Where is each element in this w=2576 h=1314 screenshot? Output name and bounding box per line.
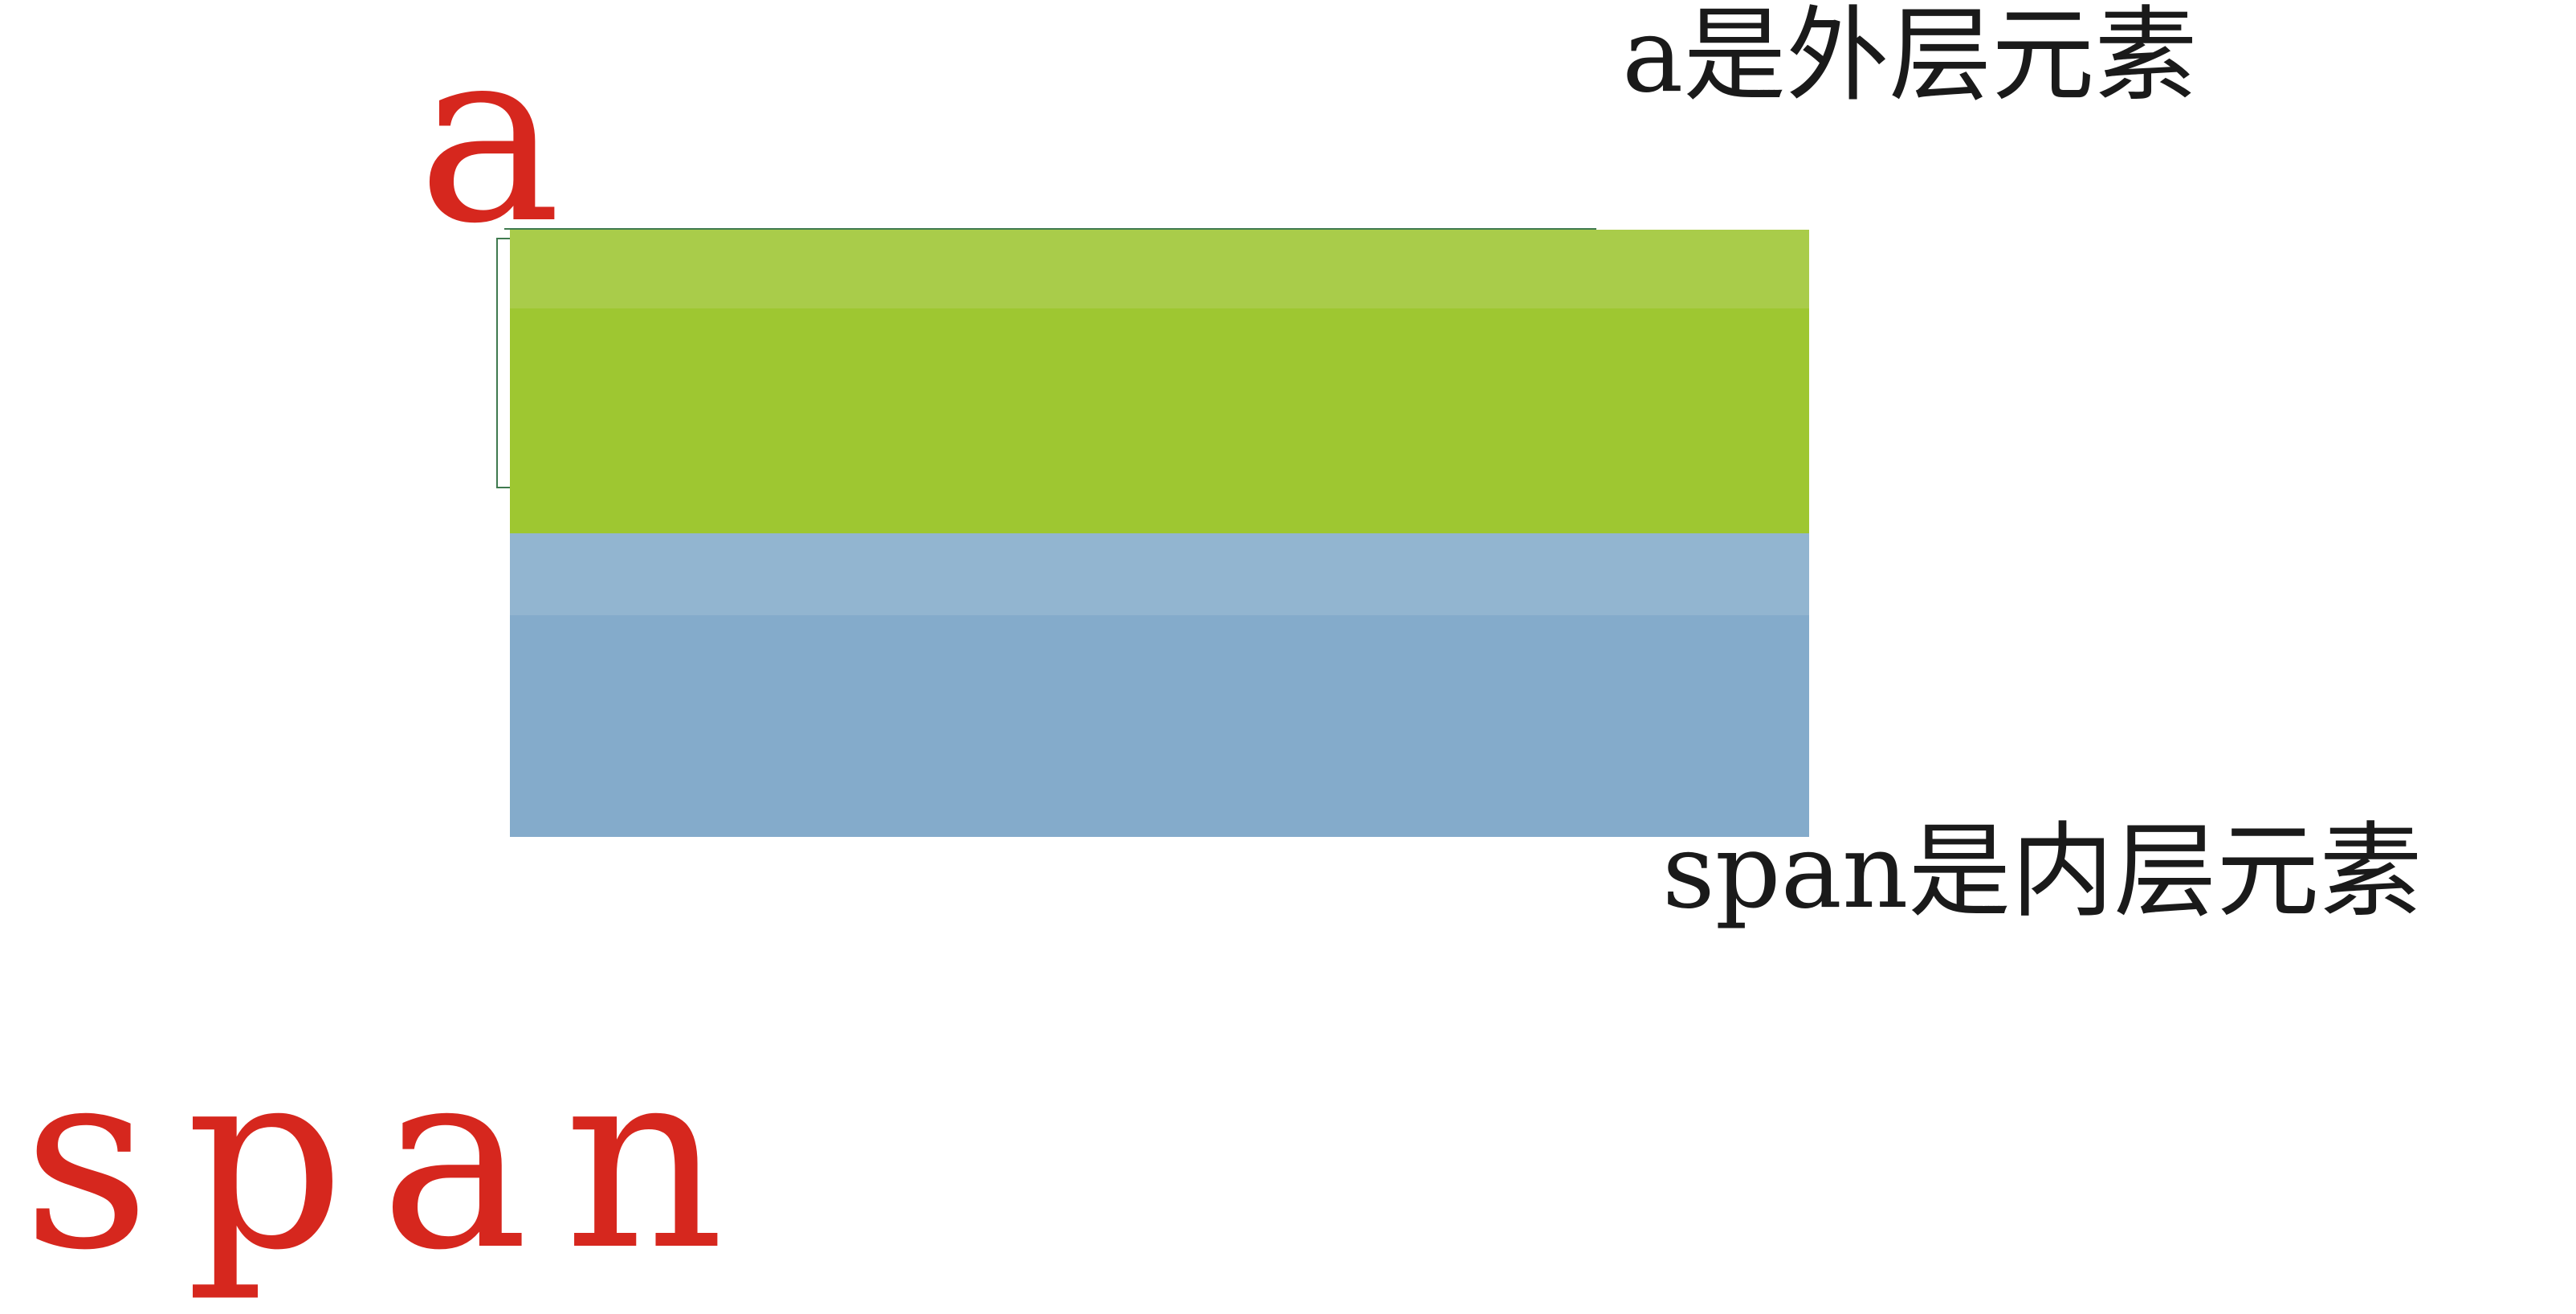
inner-element-block (510, 533, 1809, 837)
outer-element-block-highlight (510, 230, 1809, 308)
inner-element-description: span是内层元素 (1662, 812, 2423, 932)
outer-element-description: a是外层元素 (1622, 0, 2198, 116)
outer-element-block (510, 230, 1809, 533)
inner-element-word-label: span (22, 1015, 760, 1305)
outer-element-letter-label: a (418, 0, 561, 276)
inner-element-block-highlight (510, 533, 1809, 615)
outer-element-outline-left (496, 238, 520, 488)
outer-element-outline-top (504, 228, 1596, 230)
